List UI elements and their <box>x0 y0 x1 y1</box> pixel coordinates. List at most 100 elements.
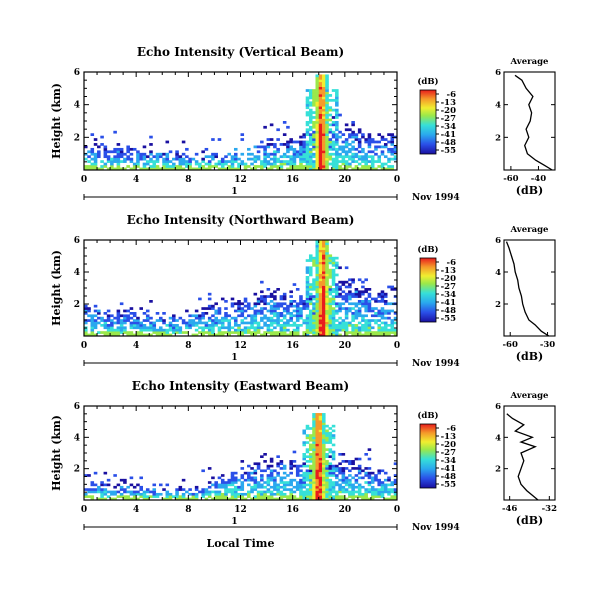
heatmap-cell <box>328 254 333 258</box>
heatmap-cell <box>305 307 310 310</box>
heatmap-cell <box>256 150 261 154</box>
heatmap-cell <box>354 138 359 141</box>
heatmap-cell <box>224 160 228 163</box>
heatmap-cell <box>308 288 313 291</box>
heatmap-cell <box>305 276 310 279</box>
heatmap-cell <box>230 474 235 477</box>
heatmap-cell <box>328 273 333 277</box>
heatmap-cell <box>318 450 323 454</box>
heatmap-cell <box>351 333 355 337</box>
heatmap-cell <box>194 324 199 327</box>
heatmap-cell <box>364 165 368 168</box>
heatmap-cell <box>305 424 310 428</box>
heatmap-cell <box>299 488 303 491</box>
heatmap-cell <box>250 307 254 310</box>
heatmap-cell <box>178 488 183 491</box>
heatmap-cell <box>97 155 101 159</box>
heatmap-cell <box>325 481 329 484</box>
heatmap-cell <box>266 328 271 332</box>
heatmap-cell <box>149 316 153 320</box>
heatmap-cell <box>374 490 378 494</box>
heatmap-cell <box>312 471 316 475</box>
heatmap-cell <box>266 160 271 163</box>
heatmap-cell <box>318 283 323 286</box>
heatmap-cell <box>175 326 179 330</box>
heatmap-cell <box>155 312 160 315</box>
heatmap-cell <box>315 165 320 168</box>
heatmap-cell <box>380 483 385 487</box>
heatmap-cell <box>247 495 251 498</box>
heatmap-cell <box>295 307 300 310</box>
heatmap-cell <box>273 476 277 480</box>
heatmap-cell <box>344 128 349 132</box>
heatmap-cell <box>318 288 323 291</box>
heatmap-cell <box>322 319 326 322</box>
heatmap-cell <box>370 485 375 489</box>
heatmap-cell <box>312 123 316 127</box>
heatmap-cell <box>90 483 95 487</box>
date-text: Nov 1994 <box>412 523 460 533</box>
heatmap-cell <box>175 150 179 154</box>
heatmap-cell <box>227 333 232 337</box>
heatmap-cell <box>260 469 264 473</box>
heatmap-cell <box>312 145 316 149</box>
heatmap-cell <box>383 324 388 327</box>
heatmap-cell <box>387 157 391 161</box>
heatmap-cell <box>367 321 372 325</box>
heatmap-cell <box>335 319 339 322</box>
heatmap-cell <box>325 488 329 491</box>
heatmap-cell <box>172 167 176 171</box>
heatmap-cell <box>315 434 320 437</box>
heatmap-cell <box>335 128 339 132</box>
heatmap-cell <box>119 321 124 325</box>
heatmap-cell <box>93 488 98 491</box>
heatmap-cell <box>201 492 205 496</box>
heatmap-cell <box>357 309 362 313</box>
heatmap-cell <box>132 312 137 315</box>
heatmap-cell <box>305 143 310 146</box>
heatmap-cell <box>318 116 323 119</box>
heatmap-cell <box>322 249 326 253</box>
heatmap-cell <box>243 165 248 168</box>
heatmap-cell <box>149 490 153 494</box>
heatmap-cell <box>357 314 362 318</box>
heatmap-cell <box>279 485 284 489</box>
heatmap-cell <box>292 300 297 303</box>
heatmap-cell <box>377 300 381 303</box>
heatmap-cell <box>318 152 323 156</box>
heatmap-cell <box>318 150 323 154</box>
heatmap-cell <box>341 481 346 484</box>
heatmap-cell <box>308 488 313 491</box>
heatmap-cell <box>227 319 232 322</box>
heatmap-cell <box>364 497 368 501</box>
heatmap-cell <box>168 321 173 325</box>
heatmap-cell <box>198 314 202 318</box>
heatmap-cell <box>364 160 368 163</box>
heatmap-cell <box>165 162 170 166</box>
heatmap-cell <box>87 319 91 322</box>
heatmap-cell <box>136 162 140 166</box>
heatmap-cell <box>100 135 104 139</box>
heatmap-cell <box>123 497 127 501</box>
heatmap-cell <box>260 492 264 496</box>
heatmap-cell <box>367 448 372 451</box>
heatmap-cell <box>266 481 271 484</box>
heatmap-cell <box>191 497 196 501</box>
heatmap-cell <box>185 324 189 327</box>
heatmap-cell <box>331 436 336 440</box>
heatmap-cell <box>286 321 290 325</box>
heatmap-cell <box>335 111 339 114</box>
heatmap-cell <box>380 138 385 141</box>
colorbar-tick-label: -34 <box>441 290 456 300</box>
heatmap-cell <box>325 271 329 274</box>
heatmap-cell <box>302 304 307 308</box>
heatmap-cell <box>315 331 320 334</box>
heatmap-cell <box>318 326 323 330</box>
heatmap-cell <box>357 328 362 332</box>
heatmap-cell <box>126 497 130 501</box>
heatmap-cell <box>207 165 212 168</box>
heatmap-cell <box>370 297 375 301</box>
heatmap-cell <box>361 319 365 322</box>
heatmap-cell <box>328 261 333 265</box>
heatmap-cell <box>113 490 117 494</box>
